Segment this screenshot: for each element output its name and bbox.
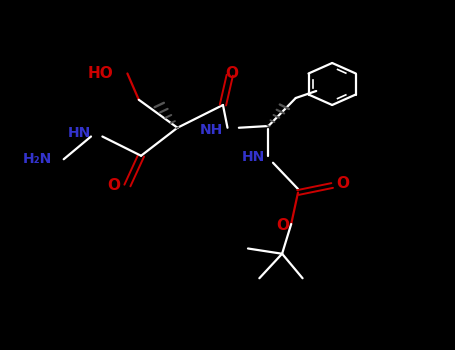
Text: O: O <box>337 176 350 191</box>
Text: NH: NH <box>200 122 223 136</box>
Text: O: O <box>107 178 121 193</box>
Text: HO: HO <box>88 66 114 81</box>
Text: HN: HN <box>68 126 91 140</box>
Text: O: O <box>276 218 289 233</box>
Text: O: O <box>226 66 238 81</box>
Text: HN: HN <box>242 150 265 164</box>
Text: H₂N: H₂N <box>23 152 52 166</box>
